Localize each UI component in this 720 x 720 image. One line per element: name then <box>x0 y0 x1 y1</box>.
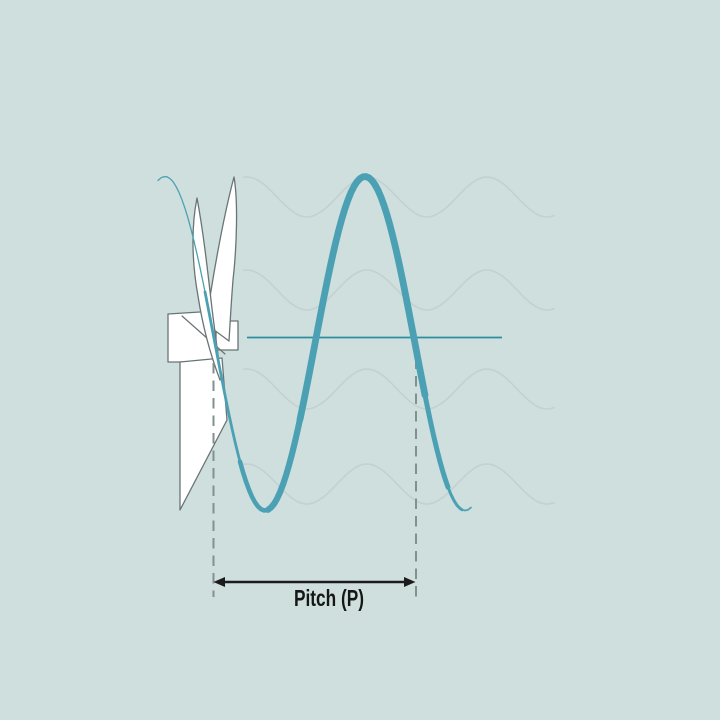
propeller-lower-blade <box>179 357 228 511</box>
pitch-label: Pitch (P) <box>294 585 364 611</box>
background-ripple-waves <box>243 176 555 505</box>
propeller-hub-fold-line <box>181 315 226 355</box>
arrowhead-left-icon <box>213 577 225 587</box>
pitch-reference-dashed-lines <box>212 341 417 597</box>
helix-pitch-wave <box>157 173 472 513</box>
pitch-dimension-arrow <box>213 577 416 587</box>
propeller-upper-blade <box>205 176 238 342</box>
arrowhead-right-icon <box>404 577 416 587</box>
propeller-illustration <box>167 176 239 511</box>
